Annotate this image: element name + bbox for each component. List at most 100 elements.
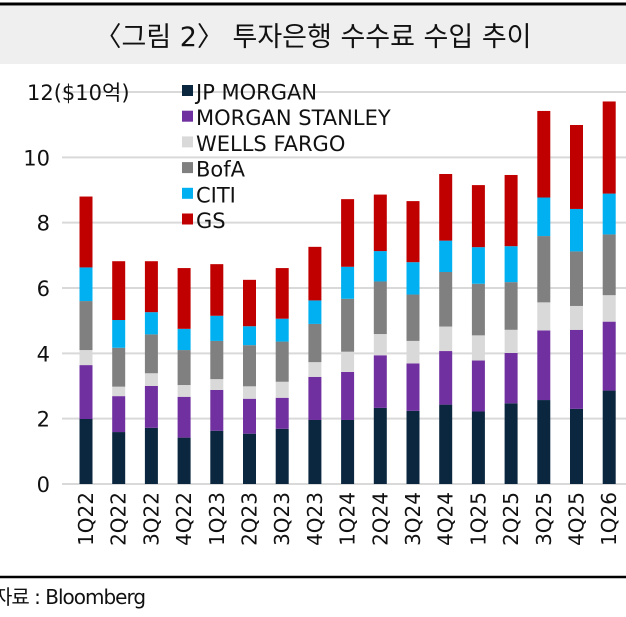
y-axis-unit: ($10억) (54, 81, 130, 105)
bar-segment-morgan-stanley (243, 398, 256, 434)
bar-segment-gs (243, 279, 256, 327)
bar-segment-morgan-stanley (112, 396, 126, 433)
bar-segment-jp-morgan (537, 400, 551, 484)
bar-segment-morgan-stanley (406, 363, 420, 411)
bar-segment-citi (537, 197, 551, 237)
bar-segment-morgan-stanley (210, 389, 224, 431)
y-tick-label: 12($10억) (27, 81, 130, 105)
bar-segment-jp-morgan (570, 408, 583, 484)
x-tick-label: 4Q23 (303, 492, 327, 546)
bar-segment-citi (243, 326, 256, 346)
bar-segment-jp-morgan (210, 430, 224, 484)
bar-segment-citi (439, 240, 453, 272)
bar-segment-jp-morgan (275, 428, 289, 484)
bar-segment-citi (602, 193, 616, 235)
bar-segment-morgan-stanley (439, 351, 453, 405)
bar-segment-gs (275, 268, 289, 319)
bar-segment-wells-fargo (570, 305, 583, 330)
chart-title: 〈그림 2〉 투자은행 수수료 수입 추이 (94, 22, 531, 53)
bar-segment-jp-morgan (471, 411, 485, 484)
bar-segment-bofa (341, 298, 355, 352)
bar-segment-morgan-stanley (144, 386, 158, 428)
bar-segment-wells-fargo (112, 386, 126, 397)
bar-segment-morgan-stanley (373, 355, 387, 408)
bar-segment-jp-morgan (504, 403, 518, 484)
x-tick-label: 2Q23 (238, 492, 262, 546)
bar-segment-bofa (112, 347, 126, 387)
bar-segment-jp-morgan (602, 390, 616, 484)
y-tick-label: 4 (37, 342, 50, 366)
bar-segment-bofa (406, 294, 420, 341)
bar-segment-citi (112, 320, 126, 348)
bar-segment-gs (504, 174, 518, 247)
bar-segment-citi (504, 246, 518, 283)
x-tick-label: 2Q22 (107, 492, 131, 546)
bar-segment-morgan-stanley (275, 397, 289, 429)
bar-segment-morgan-stanley (177, 396, 191, 438)
bar-segment-wells-fargo (144, 373, 158, 386)
bar-segment-gs (602, 101, 616, 194)
bar-segment-jp-morgan (79, 418, 93, 484)
bar-segment-jp-morgan (308, 419, 322, 484)
bar-segment-bofa (144, 334, 158, 374)
bar-segment-bofa (439, 271, 453, 327)
bar-segment-jp-morgan (112, 432, 126, 484)
bar-segment-bofa (602, 234, 616, 296)
legend-swatch (182, 136, 193, 148)
y-tick-label: 6 (37, 277, 50, 301)
bar-segment-bofa (210, 340, 224, 380)
x-tick-label: 1Q22 (74, 492, 98, 546)
bar-segment-morgan-stanley (341, 371, 355, 420)
y-tick-label: 0 (37, 473, 50, 497)
bar-segment-citi (308, 300, 322, 324)
bar-segment-gs (439, 173, 453, 241)
legend-label: BofA (196, 158, 246, 182)
y-tick-label: 2 (37, 408, 50, 432)
legend-swatch (182, 162, 193, 174)
bar-segment-citi (177, 328, 191, 351)
bar-segment-jp-morgan (439, 404, 453, 484)
bar-segment-bofa (177, 350, 191, 386)
bar-segment-gs (177, 268, 191, 329)
bar-segment-gs (373, 194, 387, 252)
x-tick-label: 3Q25 (532, 492, 556, 546)
bar-segment-morgan-stanley (308, 376, 322, 420)
x-tick-label: 1Q25 (466, 492, 490, 546)
bar-segment-gs (144, 261, 158, 313)
bar-segment-bofa (373, 281, 387, 335)
bar-segment-morgan-stanley (504, 353, 518, 404)
bar-segment-bofa (308, 323, 322, 363)
bar-segment-morgan-stanley (602, 321, 616, 391)
y-tick-label: 10 (23, 146, 50, 170)
x-tick-label: 4Q25 (565, 492, 589, 546)
bar-segment-jp-morgan (341, 419, 355, 484)
y-tick-value: 12 (27, 81, 54, 105)
bar-segment-jp-morgan (243, 433, 256, 484)
bar-segment-citi (373, 251, 387, 282)
bar-segment-citi (79, 267, 93, 302)
x-tick-label: 3Q24 (401, 492, 425, 546)
bar-segment-citi (210, 315, 224, 341)
x-tick-label: 2Q24 (368, 492, 392, 546)
bar-segment-morgan-stanley (471, 360, 485, 412)
bar-segment-gs (537, 110, 551, 198)
legend-label: JP MORGAN (194, 81, 317, 105)
bar-segment-bofa (537, 236, 551, 303)
legend-swatch (182, 213, 193, 225)
bar-segment-gs (112, 261, 126, 321)
bar-segment-gs (79, 196, 93, 268)
bar-segment-bofa (570, 251, 583, 306)
bar-segment-morgan-stanley (570, 329, 583, 409)
x-tick-label: 3Q22 (139, 492, 163, 546)
bar-segment-wells-fargo (537, 302, 551, 331)
bar-segment-citi (275, 318, 289, 342)
bar-segment-gs (471, 185, 485, 248)
x-tick-label: 4Q24 (434, 492, 458, 546)
bar-segment-wells-fargo (341, 351, 355, 372)
bar-segment-bofa (243, 345, 256, 387)
bar-segment-citi (144, 312, 158, 335)
x-tick-label: 4Q22 (172, 492, 196, 546)
legend-swatch (182, 187, 193, 199)
x-tick-label: 1Q26 (597, 492, 621, 546)
